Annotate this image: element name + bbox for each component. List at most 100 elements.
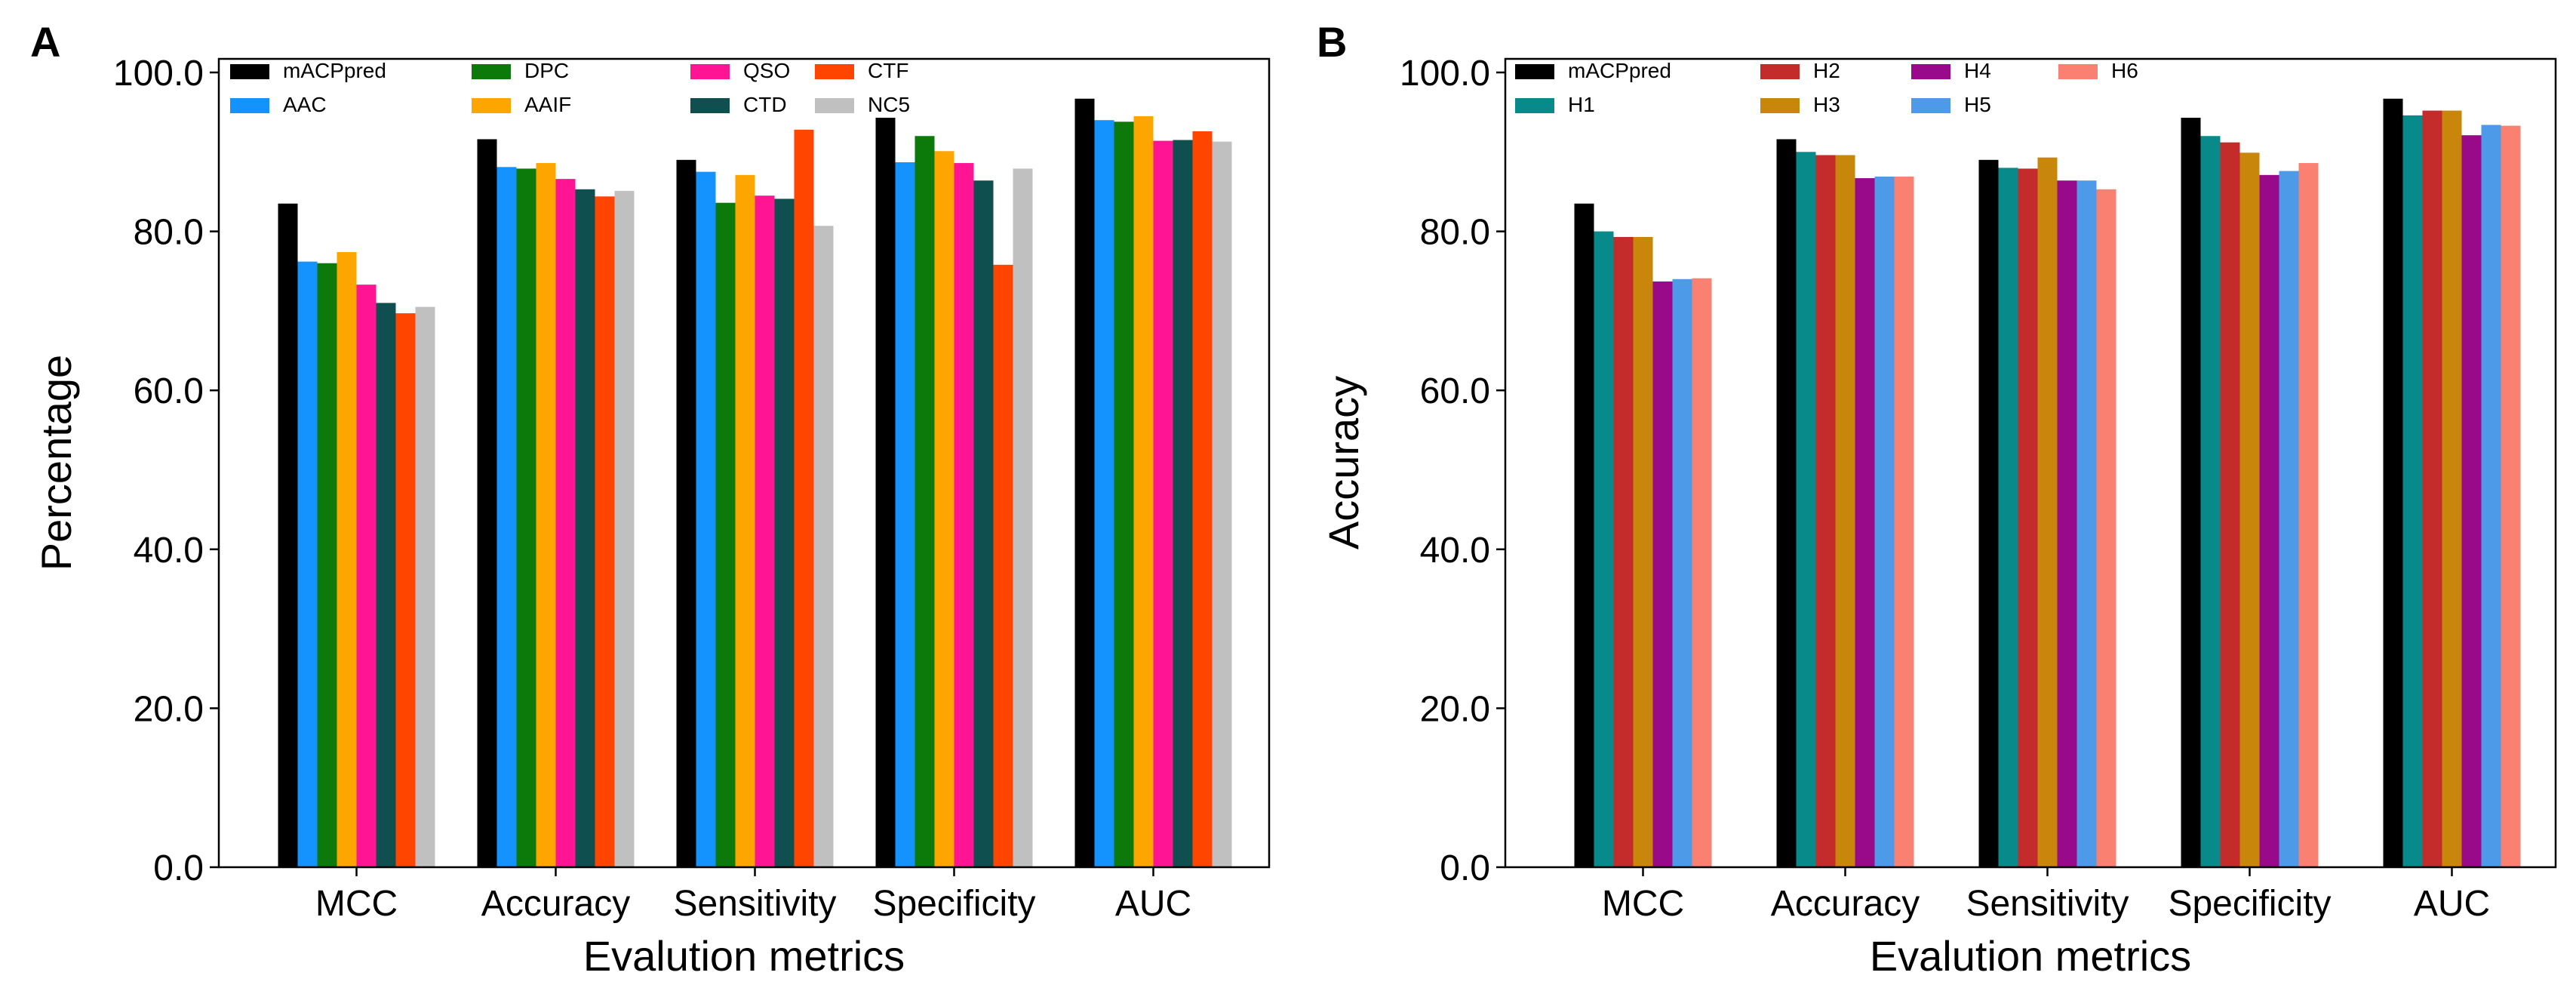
legend-label: AAIF	[524, 93, 571, 116]
legend-swatch	[230, 98, 269, 113]
bar-dpc-auc	[1114, 122, 1134, 867]
bar-h4-auc	[2461, 135, 2482, 867]
bar-qso-specificity	[954, 163, 974, 868]
legend-label: H5	[1964, 93, 1991, 116]
bar-dpc-mcc	[317, 263, 337, 868]
legend-label: mACPpred	[283, 59, 386, 82]
bar-h1-specificity	[2200, 136, 2221, 868]
panel-a-x-axis-title: Evalution metrics	[583, 932, 905, 980]
y-tick-label: 100.0	[113, 54, 204, 94]
legend-item-macppred: mACPpred	[1515, 59, 1671, 82]
bar-aaif-accuracy	[536, 163, 556, 868]
bar-h6-accuracy	[1894, 176, 1914, 867]
bar-h4-specificity	[2259, 174, 2279, 867]
x-tick-label-auc: AUC	[2414, 884, 2490, 924]
bar-aac-auc	[1094, 120, 1114, 867]
bar-h2-auc	[2422, 110, 2442, 867]
bar-h1-accuracy	[1796, 152, 1816, 868]
bar-ctf-specificity	[993, 264, 1013, 867]
panel-a-letter: A	[30, 18, 60, 66]
bar-macppred-sensitivity	[1978, 159, 1999, 867]
bar-nc5-sensitivity	[813, 226, 834, 867]
bar-h4-sensitivity	[2057, 180, 2077, 867]
legend-label: H4	[1964, 59, 1991, 82]
x-tick-label-sensitivity: Sensitivity	[673, 884, 836, 924]
legend-label: H3	[1813, 93, 1840, 116]
x-tick-label-specificity: Specificity	[2168, 884, 2331, 924]
legend-label: H6	[2111, 59, 2138, 82]
bar-macppred-specificity	[2181, 118, 2201, 867]
bar-ctd-accuracy	[575, 189, 595, 867]
y-tick-label: 20.0	[134, 689, 204, 729]
bar-aac-specificity	[895, 162, 915, 867]
legend-swatch	[1760, 64, 1800, 79]
x-tick-label-auc: AUC	[1115, 884, 1191, 924]
legend-item-h1: H1	[1515, 93, 1595, 116]
panel-b-legend: mACPpred H1 H2 H3 H4 H5 H6	[1515, 59, 2138, 116]
bar-aac-mcc	[297, 261, 318, 867]
bar-h1-mcc	[1594, 231, 1614, 868]
panel-b-x-axis-title: Evalution metrics	[1870, 932, 2191, 980]
bar-ctd-mcc	[376, 303, 396, 867]
bar-qso-mcc	[356, 285, 377, 867]
y-tick-label: 80.0	[134, 213, 204, 253]
panel-b-y-axis-title: Accuracy	[1320, 376, 1367, 549]
bar-h3-mcc	[1633, 236, 1653, 867]
y-tick-label: 40.0	[1420, 531, 1490, 571]
panel-b-bars	[1574, 98, 2521, 868]
bar-h5-accuracy	[1874, 176, 1895, 867]
legend-item-aac: AAC	[230, 93, 327, 116]
legend-swatch	[472, 98, 511, 113]
y-tick-label: 60.0	[1420, 371, 1490, 411]
bar-h3-auc	[2442, 110, 2462, 867]
y-tick-label: 40.0	[134, 531, 204, 571]
bar-h4-accuracy	[1855, 178, 1875, 867]
legend-label: mACPpred	[1568, 59, 1671, 82]
legend-swatch	[230, 64, 269, 79]
legend-item-h2: H2	[1760, 59, 1840, 82]
bar-h6-sensitivity	[2096, 189, 2116, 867]
legend-item-ctf: CTF	[815, 59, 908, 82]
legend-label: AAC	[283, 93, 327, 116]
legend-label: DPC	[524, 59, 569, 82]
x-tick-label-mcc: MCC	[1602, 884, 1684, 924]
panel-a-bars	[278, 98, 1232, 868]
bar-qso-accuracy	[555, 179, 576, 868]
bar-macppred-mcc	[278, 203, 298, 867]
bar-nc5-auc	[1212, 141, 1232, 868]
legend-item-ctd: CTD	[690, 93, 787, 116]
bar-h6-specificity	[2298, 163, 2319, 868]
legend-swatch	[815, 98, 854, 113]
legend-swatch	[690, 98, 730, 113]
bar-macppred-sensitivity	[676, 159, 696, 867]
x-tick-label-mcc: MCC	[315, 884, 398, 924]
bar-h2-specificity	[2220, 142, 2240, 867]
legend-swatch	[1911, 64, 1950, 79]
panel-a-plot-frame	[217, 57, 1271, 869]
legend-label: QSO	[743, 59, 790, 82]
bar-macppred-auc	[2383, 98, 2403, 867]
panel-b: B 0.0 20.0 40.0 60.0 80.0 100.0 MCC Accuracy Se…	[1317, 18, 2557, 980]
bar-ctd-auc	[1173, 140, 1193, 867]
x-tick-label-specificity: Specificity	[872, 884, 1035, 924]
bar-ctf-auc	[1192, 131, 1213, 867]
bar-nc5-accuracy	[614, 190, 635, 868]
legend-item-nc5: NC5	[815, 93, 910, 116]
panel-b-y-axis: 0.0 20.0 40.0 60.0 80.0 100.0	[1400, 54, 1505, 888]
legend-swatch	[815, 64, 854, 79]
x-tick-label-accuracy: Accuracy	[481, 884, 630, 924]
bar-aaif-auc	[1133, 115, 1154, 868]
y-tick-label: 0.0	[153, 848, 204, 888]
bar-h5-specificity	[2279, 171, 2299, 867]
y-tick-label: 60.0	[134, 371, 204, 411]
bar-h2-sensitivity	[2018, 168, 2038, 868]
bar-dpc-accuracy	[516, 168, 536, 868]
bar-h5-auc	[2481, 125, 2501, 868]
legend-item-qso: QSO	[690, 59, 790, 82]
panel-a-y-axis-title: Percentage	[32, 355, 80, 571]
bar-ctf-accuracy	[595, 196, 615, 867]
bar-dpc-sensitivity	[715, 202, 736, 867]
legend-item-h4: H4	[1911, 59, 1991, 82]
bar-h5-mcc	[1672, 279, 1692, 867]
